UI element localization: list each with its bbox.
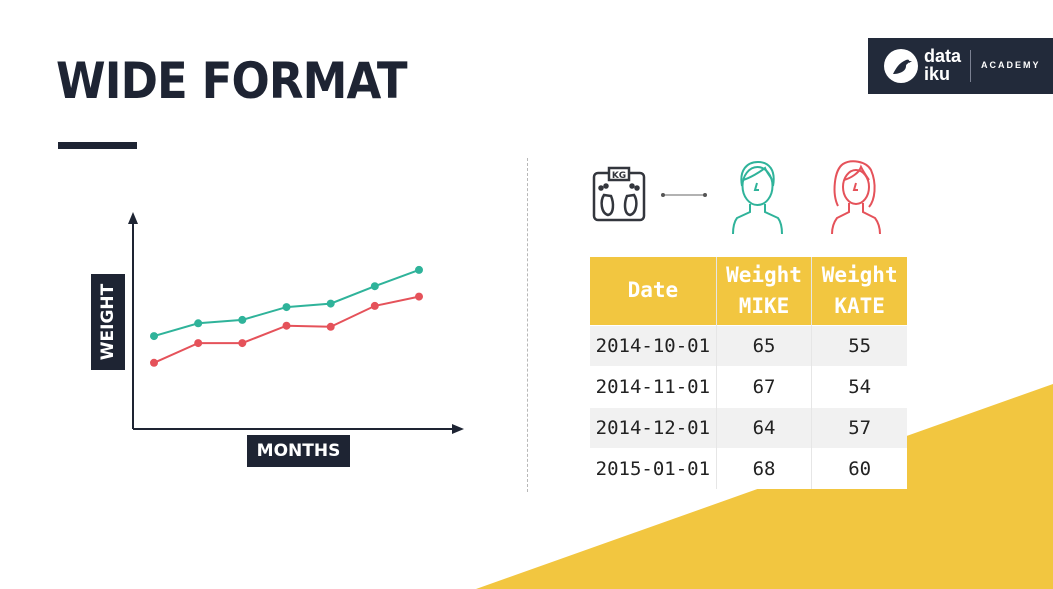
- y-axis-label: WEIGHT: [91, 274, 125, 370]
- cell-weight-mike: 65: [715, 325, 812, 367]
- data-point: [370, 301, 379, 310]
- person-female-icon: [831, 160, 881, 235]
- cell-weight-kate: 60: [811, 448, 907, 489]
- table-row: 2014-11-01 67 54: [590, 366, 907, 408]
- data-point: [194, 319, 203, 328]
- logo-academy-text: ACADEMY: [981, 60, 1041, 70]
- logo-wordmark: data iku: [924, 46, 962, 84]
- column-header-weight-kate: Weight KATE: [811, 257, 907, 326]
- data-point: [326, 299, 335, 308]
- scale-kg-icon: KG: [592, 166, 646, 222]
- data-point: [194, 339, 203, 348]
- cell-weight-kate: 54: [811, 366, 907, 408]
- data-point: [238, 315, 247, 324]
- cell-weight-kate: 55: [811, 325, 907, 367]
- person-male-icon: [732, 160, 783, 235]
- dataiku-academy-logo: data iku ACADEMY: [868, 38, 1053, 94]
- cell-date: 2014-11-01: [590, 366, 717, 408]
- data-point: [282, 303, 291, 312]
- page-title: WIDE FORMAT: [56, 52, 408, 110]
- x-axis-label: MONTHS: [247, 435, 350, 467]
- wide-format-table: Date Weight MIKE Weight KATE 2014-10-01 …: [590, 257, 907, 489]
- data-point: [326, 322, 335, 331]
- x-axis-arrow: [452, 424, 464, 434]
- section-divider: [527, 158, 528, 492]
- cell-weight-kate: 57: [811, 407, 907, 449]
- y-axis-arrow: [128, 212, 138, 224]
- svg-text:KG: KG: [612, 171, 626, 181]
- chart-series-layer: [150, 265, 423, 367]
- cell-date: 2014-12-01: [590, 407, 717, 449]
- table-row: 2014-12-01 64 57: [590, 407, 907, 449]
- table-header-row: Date Weight MIKE Weight KATE: [590, 257, 907, 326]
- cell-weight-mike: 67: [715, 366, 812, 408]
- data-point: [282, 321, 291, 330]
- data-point: [415, 292, 423, 301]
- title-underline: [58, 142, 137, 149]
- bird-logo-icon: [884, 49, 918, 83]
- cell-weight-mike: 68: [715, 448, 812, 489]
- cell-weight-mike: 64: [715, 407, 812, 449]
- connector-line: [661, 193, 707, 197]
- data-point: [370, 282, 379, 291]
- cell-date: 2015-01-01: [590, 448, 717, 489]
- data-point: [150, 332, 158, 341]
- chart-axes: [128, 212, 464, 434]
- cell-date: 2014-10-01: [590, 325, 717, 367]
- table-row: 2015-01-01 68 60: [590, 448, 907, 489]
- data-point: [150, 358, 158, 367]
- data-point: [415, 265, 423, 274]
- data-point: [238, 339, 247, 348]
- column-header-weight-mike: Weight MIKE: [715, 257, 812, 326]
- column-header-date: Date: [590, 257, 717, 326]
- logo-separator: [970, 50, 971, 82]
- table-row: 2014-10-01 65 55: [590, 325, 907, 367]
